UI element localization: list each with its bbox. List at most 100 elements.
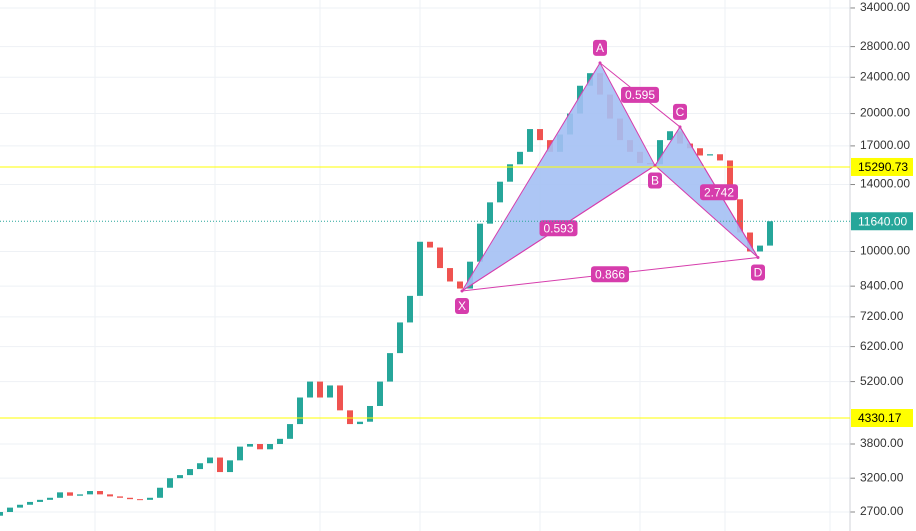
ratio-text: 0.593 — [543, 221, 573, 235]
candle — [457, 281, 463, 289]
level-badge — [851, 212, 913, 231]
y-tick-label: 20000.00 — [860, 106, 910, 120]
candle — [707, 154, 713, 156]
candle — [337, 385, 343, 411]
point-label: D — [754, 266, 763, 280]
ratio-label: 0.593 — [539, 220, 578, 237]
candle — [667, 131, 673, 141]
candle — [27, 501, 33, 505]
y-tick-label: 17000.00 — [860, 138, 910, 152]
candle — [487, 202, 493, 224]
candle — [517, 151, 523, 165]
point-badge — [593, 39, 607, 56]
candle — [447, 268, 453, 282]
level-label: 15290.73 — [858, 160, 908, 174]
candle — [477, 223, 483, 262]
pattern-point — [460, 289, 464, 293]
candle — [307, 381, 313, 398]
candle — [417, 241, 423, 296]
candle — [0, 511, 3, 516]
candle — [657, 140, 663, 165]
candle — [287, 424, 293, 439]
y-tick-label: 2700.00 — [860, 504, 904, 518]
candle — [57, 492, 63, 498]
candle — [527, 129, 533, 152]
ratio-badge — [621, 86, 659, 103]
candle — [297, 397, 303, 425]
point-label: C — [676, 105, 685, 119]
point-badge — [673, 103, 687, 120]
candle — [247, 443, 253, 447]
candle — [267, 443, 273, 450]
candle — [67, 492, 73, 496]
candle — [207, 457, 213, 464]
candle — [717, 154, 723, 161]
y-tick-label: 3800.00 — [860, 436, 904, 450]
candle — [87, 491, 93, 495]
candle — [257, 443, 263, 450]
level-badge — [851, 157, 913, 176]
candle — [107, 494, 113, 497]
y-tick-label: 8400.00 — [860, 278, 904, 292]
point-badge — [455, 297, 469, 314]
candle — [147, 497, 153, 500]
candle — [537, 129, 543, 141]
ratio-text: 0.595 — [625, 88, 655, 102]
candle — [747, 232, 753, 252]
ratio-label: 2.742 — [700, 184, 738, 201]
candle — [117, 496, 123, 498]
candle — [497, 181, 503, 203]
candle — [157, 487, 163, 498]
ratio-text: 0.866 — [595, 267, 625, 281]
ratio-badge — [591, 266, 629, 283]
candle — [197, 463, 203, 470]
candle — [757, 245, 763, 252]
point-badge — [648, 172, 662, 189]
level-label: 11640.00 — [858, 214, 907, 228]
candle — [277, 438, 283, 444]
pattern-point — [756, 256, 760, 260]
pattern-point — [678, 125, 682, 129]
y-tick-label: 14000.00 — [860, 177, 910, 191]
candle — [377, 381, 383, 406]
level-badge — [851, 409, 913, 428]
y-tick-label: 28000.00 — [860, 39, 910, 53]
candle — [167, 478, 173, 488]
candle — [407, 295, 413, 323]
candle — [397, 322, 403, 354]
candle — [17, 504, 23, 508]
candle — [357, 421, 363, 425]
point-label: B — [651, 174, 659, 188]
ratio-label: 0.866 — [591, 266, 629, 283]
point-badge — [751, 264, 765, 281]
ratio-badge — [700, 184, 738, 201]
y-tick-label: 6200.00 — [860, 339, 904, 353]
candle — [127, 497, 133, 500]
candle — [77, 494, 83, 496]
candle — [467, 261, 473, 289]
candle — [427, 241, 433, 248]
candle — [187, 469, 193, 476]
y-tick-label: 7200.00 — [860, 309, 904, 323]
y-tick-label: 10000.00 — [860, 244, 910, 258]
level-label: 4330.17 — [858, 411, 902, 425]
y-tick-label: 5200.00 — [860, 374, 904, 388]
candle — [177, 475, 183, 479]
pattern-point — [653, 164, 657, 168]
candle — [727, 160, 733, 200]
candle — [47, 497, 53, 500]
candle — [737, 199, 743, 233]
candle — [327, 385, 333, 398]
candle — [767, 221, 773, 246]
candle — [227, 460, 233, 473]
candle — [437, 247, 443, 269]
y-tick-label: 34000.00 — [860, 0, 910, 14]
ratio-text: 2.742 — [704, 185, 734, 199]
candle — [697, 148, 703, 156]
candle — [217, 457, 223, 473]
candle — [367, 405, 373, 422]
candle — [507, 164, 513, 182]
candle — [137, 499, 143, 501]
